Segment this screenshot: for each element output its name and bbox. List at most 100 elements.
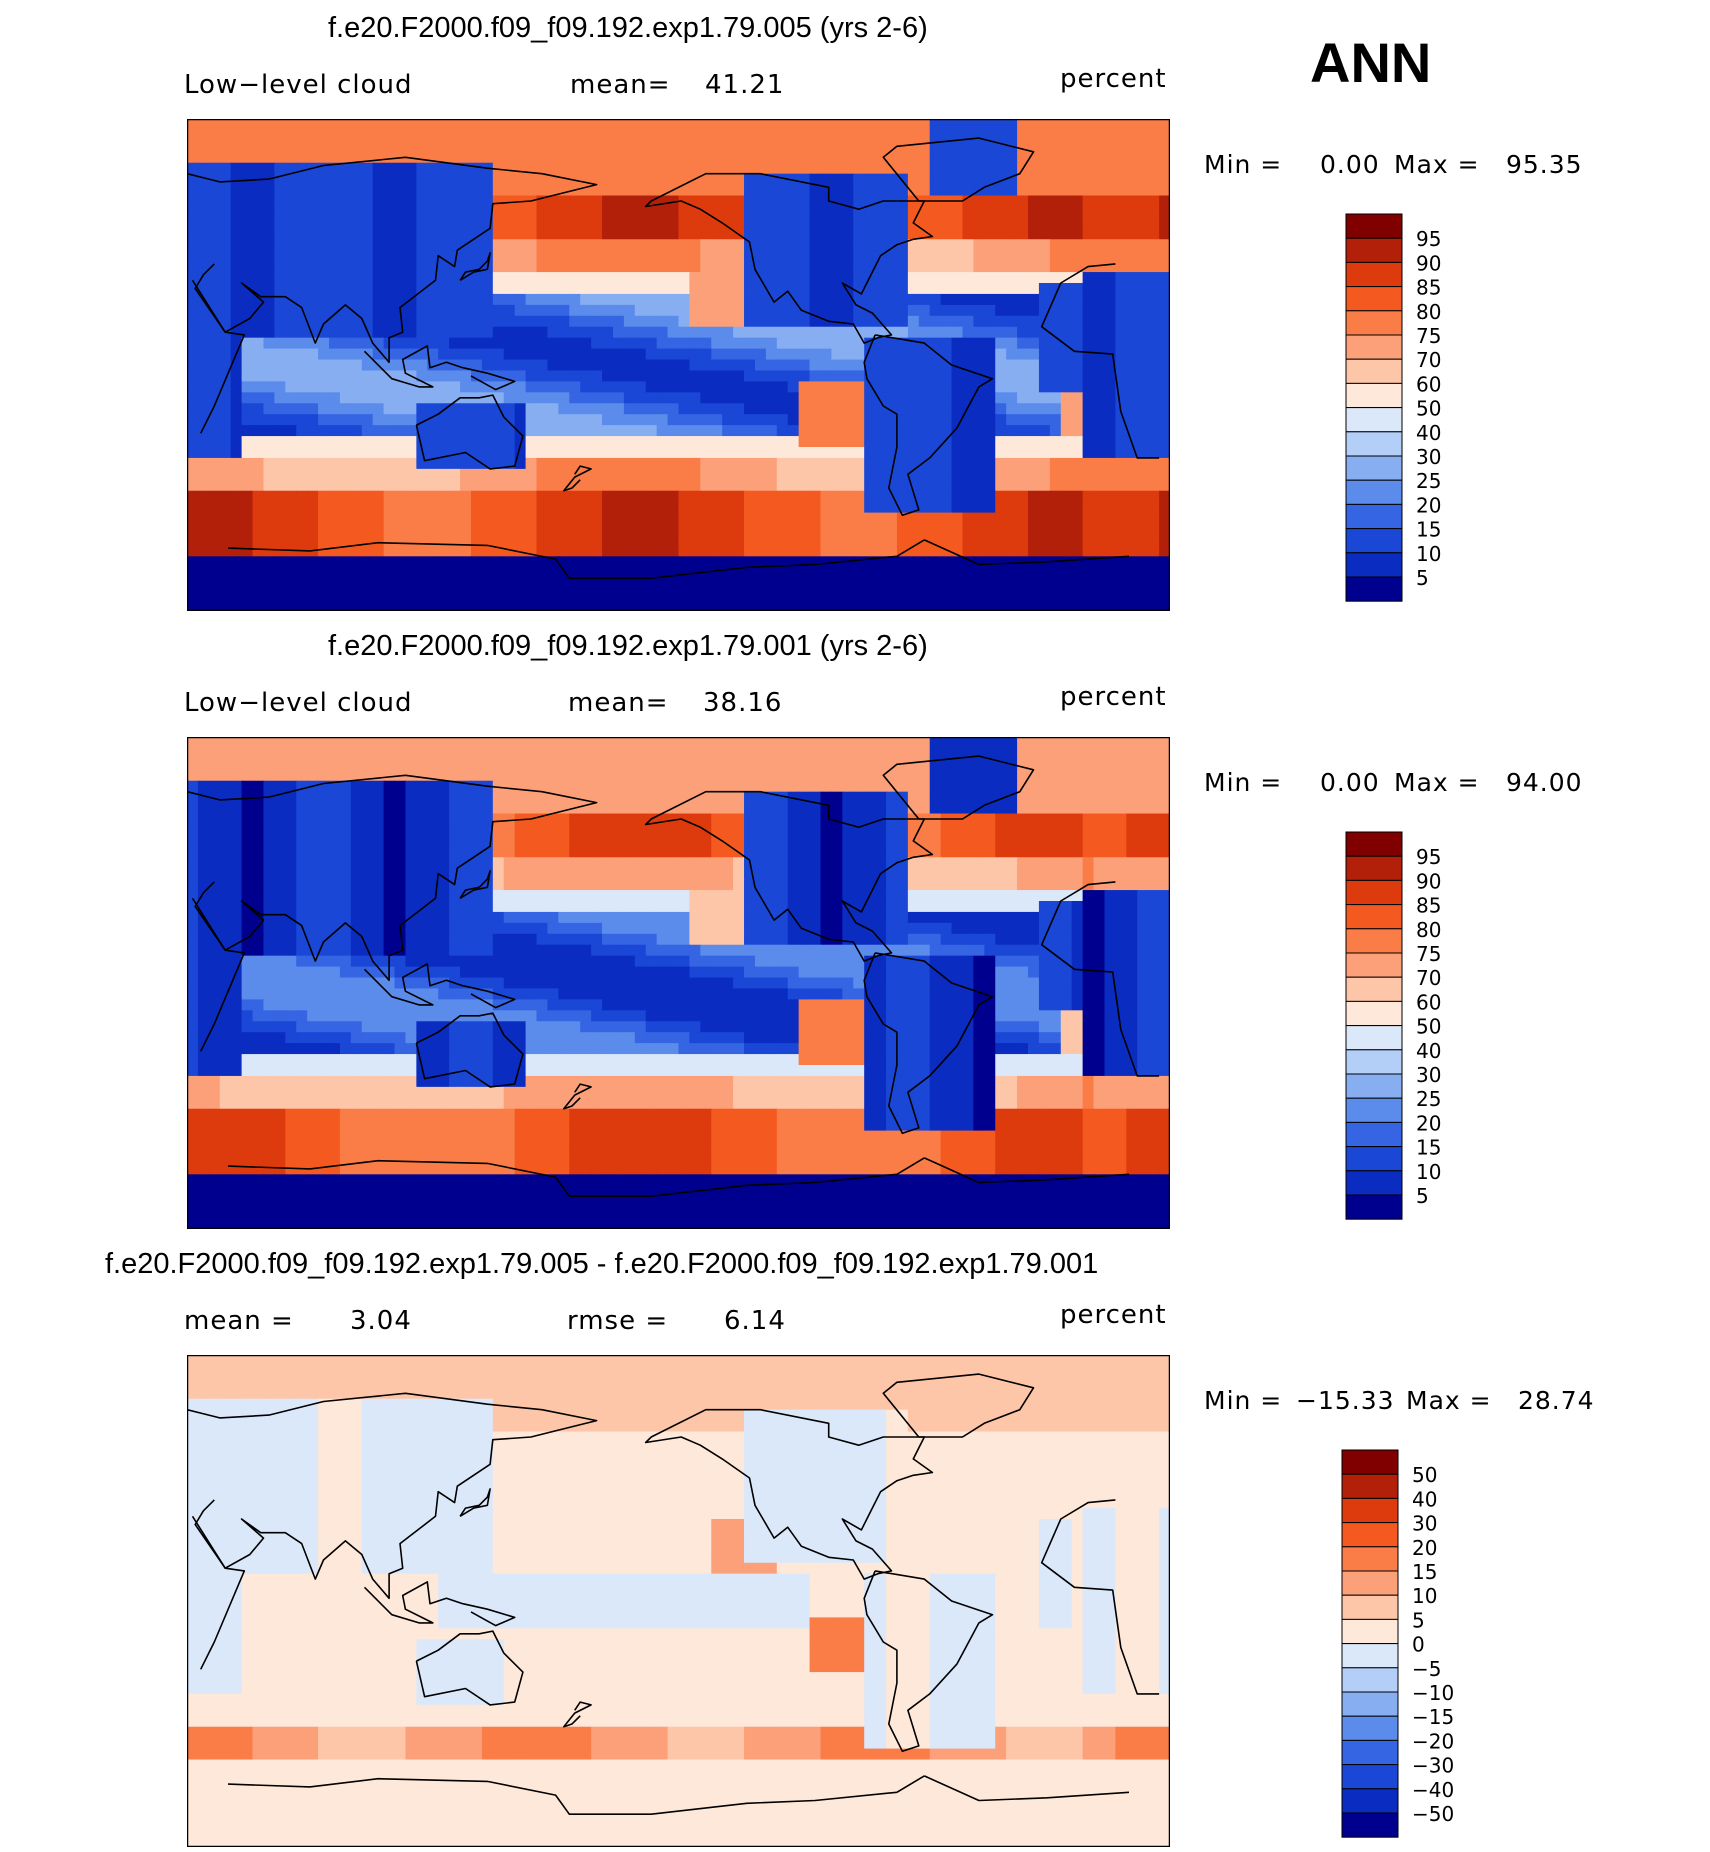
field-cell [438, 119, 450, 131]
field-cell [591, 381, 603, 393]
field-cell [449, 184, 461, 197]
field-cell [612, 479, 625, 492]
field-cell [394, 737, 407, 749]
field-cell [1159, 758, 1170, 771]
field-cell [470, 304, 483, 317]
field-cell [339, 414, 352, 426]
field-cell [1028, 184, 1040, 197]
field-cell [219, 802, 232, 815]
field-cell [307, 835, 319, 847]
field-cell [536, 228, 549, 240]
field-cell [470, 600, 483, 611]
field-cell [962, 747, 974, 760]
field-cell [252, 769, 265, 782]
field-cell [656, 283, 669, 295]
field-cell [1006, 119, 1018, 131]
field-cell [339, 315, 352, 328]
field-cell [1115, 780, 1127, 793]
field-cell [656, 490, 669, 503]
field-cell [918, 769, 931, 782]
field-cell [470, 523, 483, 536]
field-cell [744, 272, 756, 284]
field-cell [569, 545, 581, 557]
field-cell [1006, 780, 1018, 793]
field-cell [776, 206, 789, 218]
field-cell [1071, 490, 1084, 503]
field-cell [427, 129, 439, 142]
field-cell [995, 556, 1007, 568]
field-cell [591, 129, 603, 142]
field-cell [470, 359, 483, 372]
field-cell [481, 359, 494, 372]
field-cell [678, 447, 691, 459]
field-cell [1137, 119, 1149, 131]
field-cell [744, 337, 756, 350]
field-cell [820, 359, 833, 372]
field-cell [1104, 501, 1116, 514]
field-cell [558, 283, 570, 295]
field-cell [733, 490, 745, 503]
field-cell [503, 468, 516, 481]
field-cell [787, 184, 800, 197]
field-cell [831, 272, 843, 284]
field-cell [1017, 747, 1029, 760]
field-cell [405, 468, 417, 481]
field-cell [864, 737, 876, 749]
colorbar-tick-label: 25 [1416, 469, 1441, 493]
field-cell [896, 370, 909, 382]
field-cell [875, 217, 887, 229]
field-cell [481, 567, 494, 579]
field-cell [918, 835, 931, 847]
field-cell [350, 523, 363, 536]
field-cell [438, 791, 450, 804]
field-cell [820, 523, 833, 536]
field-cell [995, 337, 1007, 350]
field-cell [973, 326, 985, 339]
field-cell [591, 468, 603, 481]
field-cell [318, 151, 330, 164]
field-cell [896, 326, 909, 339]
field-cell [427, 359, 439, 372]
field-cell [394, 835, 407, 847]
field-cell [503, 315, 516, 328]
field-cell [831, 140, 843, 153]
field-cell [886, 534, 898, 546]
field-cell [656, 534, 669, 546]
field-cell [394, 250, 407, 262]
field-cell [274, 293, 286, 306]
field-cell [820, 802, 833, 815]
field-cell [318, 370, 330, 382]
field-cell [580, 283, 592, 295]
field-cell [536, 747, 549, 760]
field-cell [536, 791, 549, 804]
field-cell [612, 129, 625, 142]
colorbar-tick-label: 50 [1416, 397, 1441, 421]
field-cell [612, 780, 625, 793]
field-cell [1159, 523, 1170, 536]
field-cell [809, 813, 822, 826]
field-cell [569, 392, 581, 404]
field-cell [285, 824, 297, 836]
field-cell [449, 140, 461, 153]
field-cell [580, 457, 592, 470]
field-cell [427, 501, 439, 514]
field-cell [230, 758, 243, 771]
field-cell [995, 162, 1007, 175]
field-cell [1137, 436, 1149, 448]
field-cell [798, 512, 811, 525]
field-cell [536, 600, 549, 611]
field-cell [536, 414, 549, 426]
field-cell [1093, 337, 1106, 350]
field-cell [776, 370, 789, 382]
field-cell [831, 381, 843, 393]
field-cell [886, 447, 898, 459]
field-cell [219, 337, 232, 350]
field-cell [754, 468, 767, 481]
field-cell [831, 447, 843, 459]
field-cell [1137, 337, 1149, 350]
field-cell [208, 534, 221, 546]
field-cell [394, 272, 407, 284]
field-cell [929, 381, 942, 393]
field-cell [252, 272, 265, 284]
field-cell [1017, 370, 1029, 382]
